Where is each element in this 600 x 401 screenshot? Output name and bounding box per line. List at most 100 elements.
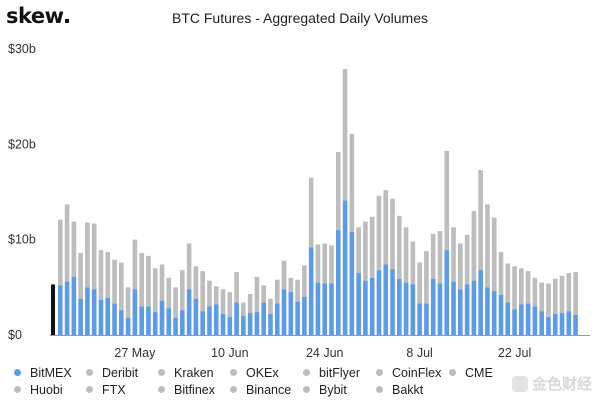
bar-bitmex: [430, 278, 436, 335]
legend-item[interactable]: Huobi: [14, 383, 63, 397]
bar-deribit: [220, 289, 226, 315]
y-tick-label: $30b: [8, 42, 36, 56]
x-tick-label: 8 Jul: [406, 346, 432, 360]
bar-deribit: [478, 170, 483, 271]
legend-label: Huobi: [30, 383, 63, 397]
bar-bitmex: [268, 314, 273, 335]
bar-bitmex: [532, 306, 538, 335]
bar-bitmex: [566, 311, 572, 335]
bar-deribit: [559, 275, 565, 314]
legend-marker-icon: [303, 386, 310, 393]
bar-deribit: [525, 271, 531, 304]
bar-deribit: [295, 279, 300, 302]
legend-marker-icon: [158, 369, 165, 376]
bar-bitmex: [525, 303, 531, 335]
x-tick-label: 22 Jul: [498, 346, 531, 360]
bar-deribit: [322, 243, 328, 284]
legend-item[interactable]: FTX: [86, 383, 126, 397]
bar-bitmex: [349, 232, 355, 335]
legend-label: OKEx: [246, 366, 279, 380]
bar-bitmex: [58, 285, 63, 335]
bar-deribit: [444, 151, 450, 251]
bar-bitmex: [485, 287, 490, 335]
bar-deribit: [505, 263, 511, 303]
bar-deribit: [213, 286, 219, 305]
bar-deribit: [342, 69, 348, 201]
legend-marker-icon: [449, 369, 456, 376]
legend-marker-icon: [86, 386, 93, 393]
legend-marker-icon: [14, 386, 21, 393]
bar-bitmex: [139, 306, 144, 335]
bar-bitmex: [437, 283, 443, 335]
watermark-logo-icon: [511, 376, 528, 392]
legend-item[interactable]: OKEx: [230, 366, 279, 380]
y-tick-label: $0: [8, 328, 22, 342]
bar-deribit: [424, 251, 429, 304]
bar-bitmex: [98, 299, 104, 335]
bar-bitmex: [302, 296, 307, 335]
legend-item[interactable]: bitFlyer: [303, 366, 360, 380]
bar-deribit: [139, 253, 144, 307]
bar-deribit: [485, 204, 490, 288]
legend-item[interactable]: CME: [449, 366, 493, 380]
watermark-text: 金色财经: [531, 376, 592, 393]
bar-bitmex: [213, 304, 219, 335]
bar-bitmex: [410, 284, 416, 335]
legend-item[interactable]: BitMEX: [14, 366, 72, 380]
bar-deribit: [152, 268, 158, 313]
bar-deribit: [71, 221, 77, 277]
bar-bitmex: [471, 280, 477, 335]
bar-deribit: [430, 233, 436, 279]
bar-bitmex: [539, 311, 544, 335]
bar-deribit: [498, 252, 504, 295]
bar-bitmex: [91, 289, 97, 335]
bar-bitmex: [254, 312, 260, 335]
legend-marker-icon: [14, 369, 21, 376]
y-tick-label: $10b: [8, 233, 36, 247]
legend-marker-icon: [230, 386, 237, 393]
bar-bitmex: [220, 314, 226, 335]
bar-bitmex: [335, 230, 341, 335]
bar-bitmex: [478, 270, 483, 335]
bar-bitmex: [329, 283, 334, 335]
bar-bitmex: [322, 283, 328, 335]
bar-deribit: [78, 253, 83, 299]
bar-deribit: [458, 243, 463, 290]
bar-bitmex: [376, 270, 382, 335]
bar-bitmex: [417, 303, 422, 335]
bar-highlight: [51, 284, 55, 335]
bar-deribit: [247, 294, 253, 314]
legend-item[interactable]: Deribit: [86, 366, 138, 380]
legend-item[interactable]: Binance: [230, 383, 291, 397]
legend-marker-icon: [158, 386, 165, 393]
bar-bitmex: [519, 304, 524, 335]
x-tick-label: 27 May: [114, 346, 156, 360]
bar-deribit: [281, 260, 287, 290]
legend-item[interactable]: Kraken: [158, 366, 214, 380]
bar-bitmex: [403, 282, 409, 335]
bar-deribit: [119, 262, 124, 311]
bar-deribit: [512, 266, 517, 310]
x-tick-label: 10 Jun: [211, 346, 249, 360]
bar-deribit: [397, 215, 402, 279]
bar-bitmex: [193, 298, 199, 335]
bar-bitmex: [105, 297, 111, 335]
bar-bitmex: [424, 303, 429, 335]
bar-bitmex: [78, 298, 83, 335]
bar-bitmex: [498, 294, 504, 335]
bar-deribit: [566, 273, 572, 312]
legend-item[interactable]: CoinFlex: [376, 366, 441, 380]
bar-deribit: [491, 217, 497, 292]
bar-deribit: [471, 211, 477, 281]
bar-bitmex: [295, 301, 300, 335]
legend-item[interactable]: Bitfinex: [158, 383, 215, 397]
bar-deribit: [335, 151, 341, 231]
bar-deribit: [356, 227, 361, 274]
bar-bitmex: [573, 314, 578, 335]
bar-bitmex: [390, 269, 395, 335]
legend-item[interactable]: Bybit: [303, 383, 347, 397]
legend-label: Binance: [246, 383, 292, 397]
bar-deribit: [532, 277, 538, 307]
bar-deribit: [288, 277, 294, 293]
legend-item[interactable]: Bakkt: [376, 383, 423, 397]
